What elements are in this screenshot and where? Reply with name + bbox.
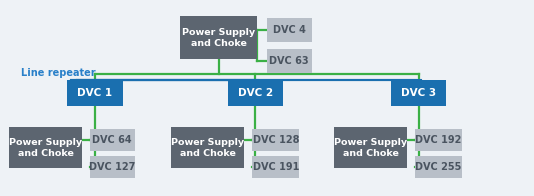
FancyBboxPatch shape bbox=[180, 16, 257, 59]
Text: DVC 4: DVC 4 bbox=[273, 25, 305, 35]
FancyBboxPatch shape bbox=[415, 129, 462, 151]
FancyBboxPatch shape bbox=[171, 127, 244, 168]
Text: DVC 255: DVC 255 bbox=[415, 162, 462, 172]
Text: DVC 2: DVC 2 bbox=[238, 88, 273, 98]
FancyBboxPatch shape bbox=[9, 127, 82, 168]
FancyBboxPatch shape bbox=[228, 81, 283, 106]
FancyBboxPatch shape bbox=[267, 18, 311, 42]
FancyBboxPatch shape bbox=[252, 129, 300, 151]
FancyBboxPatch shape bbox=[415, 156, 462, 178]
Text: DVC 1: DVC 1 bbox=[77, 88, 113, 98]
FancyBboxPatch shape bbox=[90, 129, 135, 151]
Text: Line repeater: Line repeater bbox=[21, 68, 96, 78]
Text: Power Supply
and Choke: Power Supply and Choke bbox=[182, 28, 255, 48]
FancyBboxPatch shape bbox=[90, 156, 135, 178]
FancyBboxPatch shape bbox=[391, 81, 446, 106]
FancyBboxPatch shape bbox=[267, 49, 311, 73]
Text: Power Supply
and Choke: Power Supply and Choke bbox=[171, 138, 245, 158]
Text: DVC 127: DVC 127 bbox=[89, 162, 136, 172]
FancyBboxPatch shape bbox=[252, 156, 300, 178]
Text: DVC 64: DVC 64 bbox=[92, 135, 132, 145]
Text: DVC 3: DVC 3 bbox=[401, 88, 436, 98]
Text: DVC 192: DVC 192 bbox=[415, 135, 462, 145]
Text: Power Supply
and Choke: Power Supply and Choke bbox=[334, 138, 407, 158]
Text: Power Supply
and Choke: Power Supply and Choke bbox=[9, 138, 82, 158]
Text: DVC 128: DVC 128 bbox=[253, 135, 299, 145]
FancyBboxPatch shape bbox=[67, 81, 122, 106]
Text: DVC 191: DVC 191 bbox=[253, 162, 299, 172]
Text: DVC 63: DVC 63 bbox=[269, 56, 309, 66]
FancyBboxPatch shape bbox=[334, 127, 407, 168]
